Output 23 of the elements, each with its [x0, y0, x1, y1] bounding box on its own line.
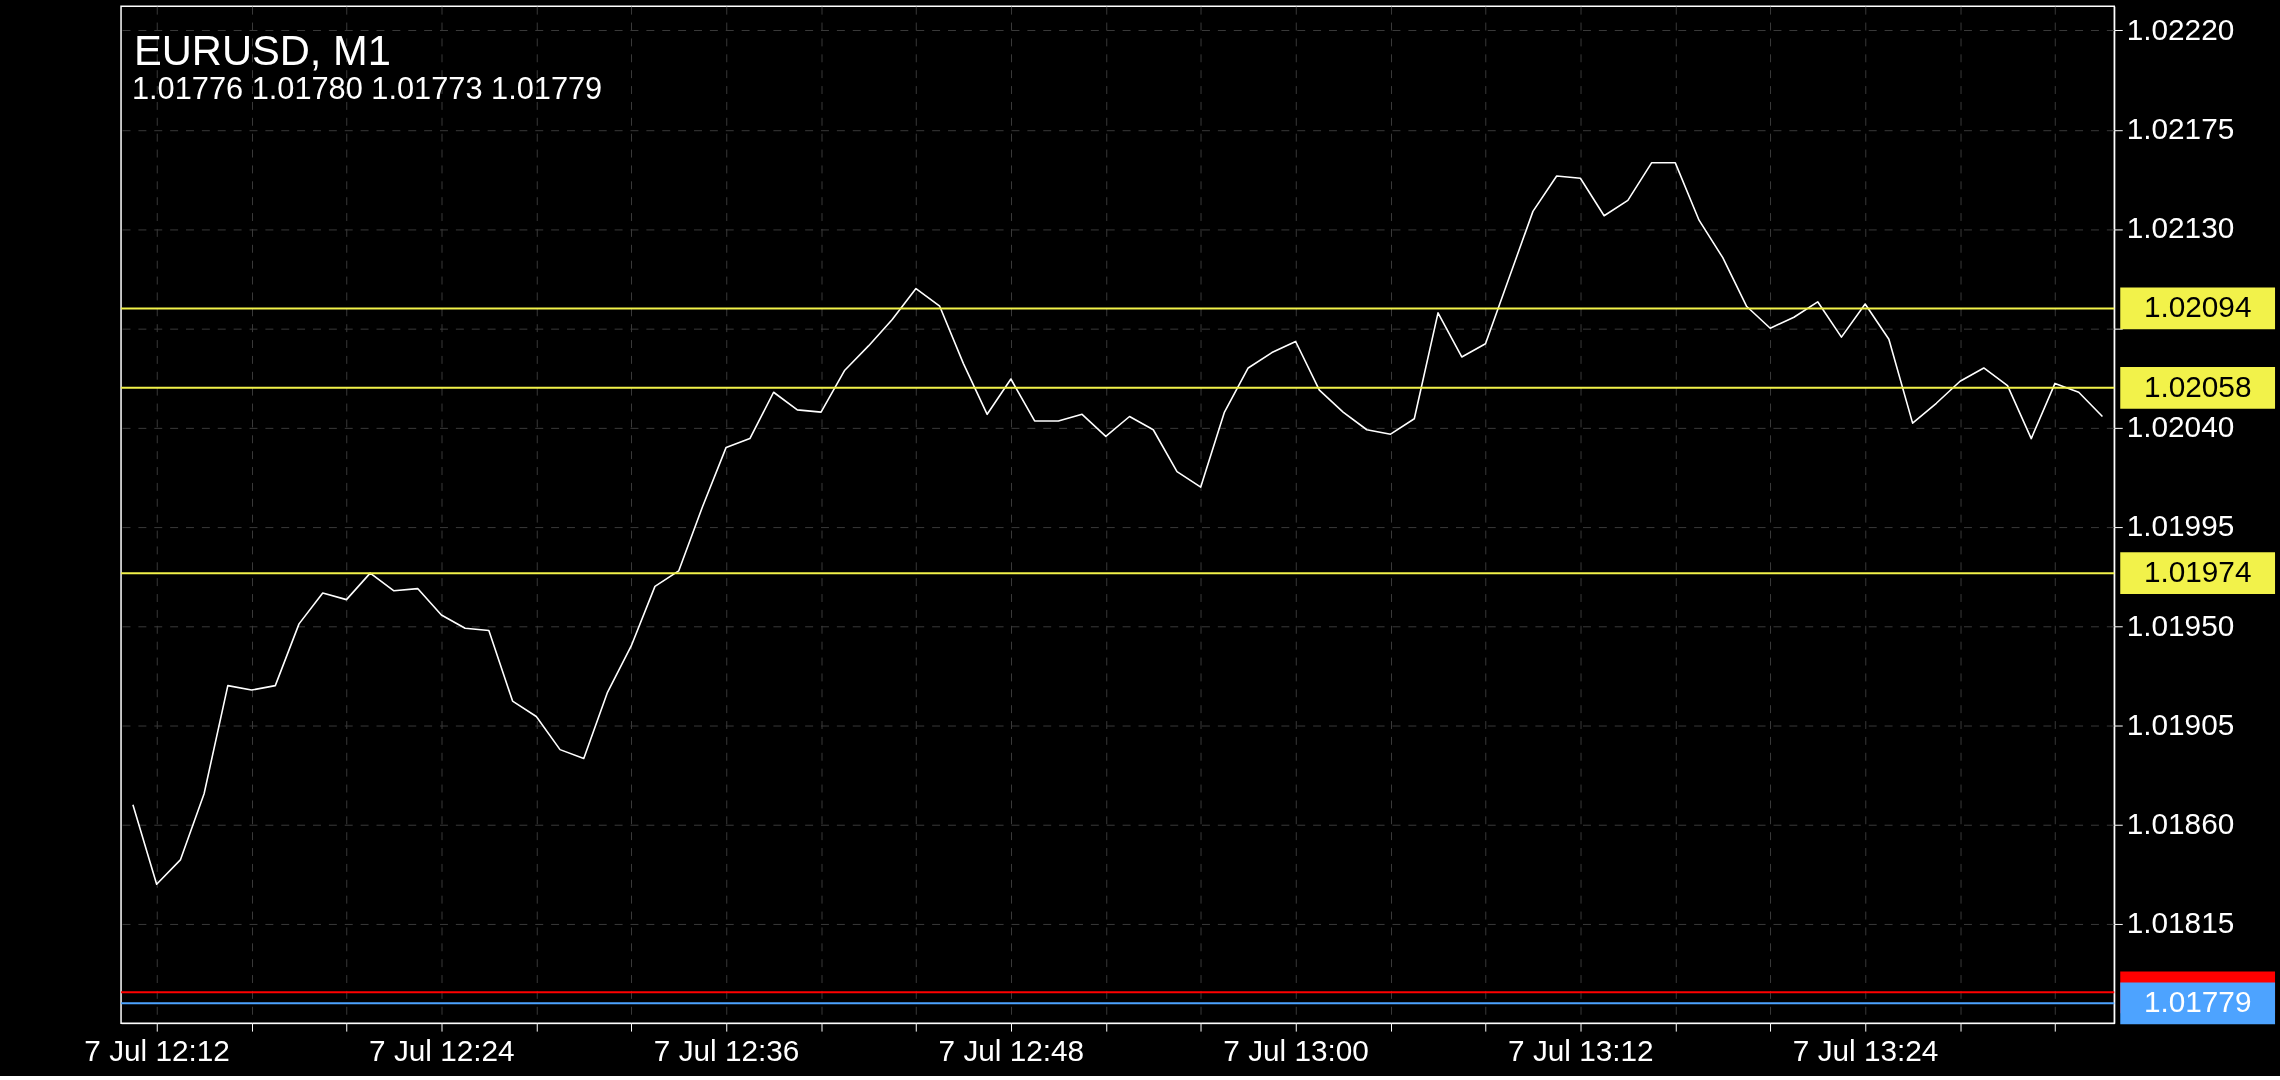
x-tick-label: 7 Jul 12:12	[84, 1034, 230, 1068]
ref-line-label: 1.02058	[2143, 369, 2252, 403]
y-tick-label: 1.01950	[2126, 608, 2235, 642]
y-tick-label: 1.01860	[2126, 807, 2235, 841]
x-tick-label: 7 Jul 12:36	[653, 1034, 800, 1068]
x-tick-label: 7 Jul 12:48	[938, 1034, 1085, 1068]
line-series	[132, 162, 2104, 885]
y-tick-label: 1.01995	[2126, 509, 2235, 543]
y-tick-label: 1.02175	[2126, 112, 2235, 146]
ref-line-label: 1.01974	[2143, 555, 2252, 589]
text: 1.01776 1.01780 1.01773 1.01779	[131, 71, 603, 107]
y-tick-label: 1.02220	[2126, 12, 2235, 46]
x-tick-label: 7 Jul 13:12	[1508, 1034, 1654, 1068]
y-tick-label: 1.02130	[2126, 211, 2235, 245]
text: EURUSD, M1	[133, 26, 391, 74]
x-tick-label: 7 Jul 12:24	[369, 1034, 515, 1068]
ref-line-label: 1.01779	[2143, 985, 2252, 1019]
x-tick-label: 7 Jul 13:24	[1792, 1034, 1939, 1068]
y-tick-label: 1.01815	[2126, 906, 2235, 940]
ref-line-label: 1.02094	[2143, 290, 2252, 324]
y-tick-label: 1.02040	[2126, 409, 2235, 443]
y-tick-label: 1.01905	[2126, 707, 2235, 741]
x-tick-label: 7 Jul 13:00	[1223, 1034, 1369, 1068]
